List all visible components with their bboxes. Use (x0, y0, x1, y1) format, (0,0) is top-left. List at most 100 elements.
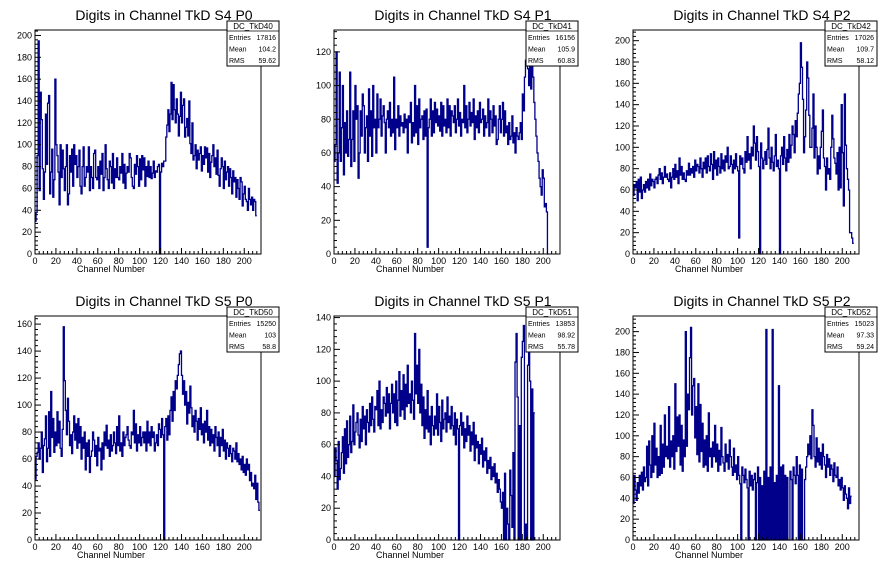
y-axis: 0 20 40 60 80 100 120 140 160 180 200 (615, 318, 639, 545)
x-tick-label: 120 (751, 542, 766, 552)
x-axis: 0 20 40 60 80 100 120 140 160 180 200 Channel Numbe… (32, 248, 262, 274)
chart-title: Digits in Channel TkD S5 P1 (374, 293, 551, 309)
stats-box-frame (226, 306, 280, 353)
stats-box-frame (824, 306, 878, 353)
y-tick-label: 140 (17, 96, 32, 106)
y-tick-label: 80 (22, 427, 32, 437)
x-tick-label: 80 (114, 256, 124, 266)
y-tick-label: 120 (17, 373, 32, 383)
x-tick-label: 100 (132, 256, 147, 266)
x-tick-label: 160 (195, 256, 210, 266)
x-tick-label: 60 (93, 542, 103, 552)
x-tick-label: 0 (630, 542, 635, 552)
y-tick-label: 100 (316, 376, 331, 386)
y-tick-label: 180 (615, 347, 630, 357)
x-tick-label: 60 (93, 256, 103, 266)
stats-value-mean: 104.2 (258, 47, 276, 54)
x-tick-label: 0 (32, 256, 37, 266)
x-tick-label: 140 (772, 256, 787, 266)
y-tick-label: 20 (321, 215, 331, 225)
x-tick-label: 40 (72, 256, 82, 266)
stats-value-mean: 109.7 (856, 47, 874, 54)
x-tick-label: 200 (536, 542, 551, 552)
stats-name: DC_TkD40 (233, 22, 273, 31)
x-tick-label: 140 (473, 542, 488, 552)
histogram-series (334, 316, 535, 541)
y-tick-label: 100 (316, 81, 331, 91)
x-tick-label: 180 (515, 542, 530, 552)
x-tick-label: 180 (814, 542, 829, 552)
stats-name: DC_TkD50 (233, 308, 273, 317)
x-tick-label: 0 (331, 256, 336, 266)
histogram-series (633, 42, 854, 255)
stats-value-mean: 98.92 (557, 333, 575, 340)
x-tick-label: 100 (730, 542, 745, 552)
x-tick-label: 60 (691, 256, 701, 266)
stats-box: DC_TkD51 Entries 13853 Mean 98.92 RMS 55.78 (525, 306, 579, 353)
x-tick-label: 80 (114, 542, 124, 552)
histogram-panel-2: Digits in Channel TkD S4 P1 0 20 40 60 80 100 1… (316, 7, 579, 274)
x-tick-label: 40 (670, 256, 680, 266)
stats-name: DC_TkD52 (831, 308, 871, 317)
x-axis-label: Channel Number (675, 264, 743, 274)
y-tick-label: 80 (22, 162, 32, 172)
y-tick-label: 60 (22, 454, 32, 464)
x-tick-label: 60 (691, 542, 701, 552)
stats-box-frame (525, 306, 579, 353)
y-tick-label: 80 (321, 114, 331, 124)
x-axis: 0 20 40 60 80 100 120 140 160 180 200 Channel Numbe… (630, 248, 860, 274)
stats-value-mean: 103 (264, 333, 276, 340)
y-tick-label: 40 (620, 206, 630, 216)
y-tick-label: 120 (615, 410, 630, 420)
x-axis-label: Channel Number (77, 264, 145, 274)
y-tick-label: 0 (326, 249, 331, 259)
y-tick-label: 20 (22, 508, 32, 518)
y-tick-label: 60 (321, 148, 331, 158)
stats-name: DC_TkD51 (532, 308, 572, 317)
x-tick-label: 140 (473, 256, 488, 266)
x-axis-label: Channel Number (376, 264, 444, 274)
stats-label-entries: Entries (827, 321, 849, 328)
y-axis: 0 20 40 60 80 100 120 140 160 180 200 (615, 31, 639, 259)
x-tick-label: 120 (153, 256, 168, 266)
x-tick-label: 60 (392, 256, 402, 266)
x-tick-label: 20 (51, 256, 61, 266)
stats-label-rms: RMS (528, 344, 544, 351)
y-axis: 0 20 40 60 80 100 120 140 160 (17, 318, 41, 545)
x-tick-label: 180 (216, 256, 231, 266)
y-tick-label: 120 (316, 47, 331, 57)
stats-name: DC_TkD41 (532, 22, 572, 31)
y-tick-label: 140 (316, 313, 331, 323)
y-tick-label: 140 (615, 389, 630, 399)
stats-box: DC_TkD52 Entries 15023 Mean 97.33 RMS 59.24 (824, 306, 878, 353)
stats-box: DC_TkD50 Entries 15250 Mean 103 RMS 58.8 (226, 306, 280, 353)
stats-box-frame (525, 20, 579, 67)
y-tick-label: 80 (620, 452, 630, 462)
x-tick-label: 160 (195, 542, 210, 552)
y-tick-label: 160 (615, 78, 630, 88)
histogram-panel-5: Digits in Channel TkD S5 P1 0 20 40 60 80 100 1… (316, 293, 579, 560)
y-tick-label: 200 (615, 36, 630, 46)
histogram-panel-6: Digits in Channel TkD S5 P2 0 20 40 60 80 100 1… (615, 293, 878, 560)
chart-title: Digits in Channel TkD S5 P0 (75, 293, 252, 309)
y-tick-label: 0 (625, 535, 630, 545)
y-tick-label: 100 (615, 142, 630, 152)
x-tick-label: 20 (350, 542, 360, 552)
y-tick-label: 20 (620, 514, 630, 524)
x-tick-label: 100 (431, 542, 446, 552)
y-axis: 0 20 40 60 80 100 120 140 160 180 200 (17, 30, 41, 259)
y-tick-label: 200 (615, 327, 630, 337)
y-tick-label: 140 (615, 100, 630, 110)
x-tick-label: 20 (649, 542, 659, 552)
x-axis: 0 20 40 60 80 100 120 140 160 180 200 Channel Numbe… (32, 534, 262, 560)
y-tick-label: 0 (326, 535, 331, 545)
stats-label-rms: RMS (528, 58, 544, 65)
stats-value-rms: 55.78 (557, 344, 575, 351)
stats-label-entries: Entries (229, 35, 251, 42)
x-axis: 0 20 40 60 80 100 120 140 160 180 200 Channel Numbe… (331, 534, 561, 560)
y-tick-label: 0 (27, 535, 32, 545)
y-tick-label: 120 (615, 121, 630, 131)
x-tick-label: 160 (494, 256, 509, 266)
histogram-series (334, 42, 549, 255)
chart-title: Digits in Channel TkD S4 P0 (75, 7, 252, 23)
